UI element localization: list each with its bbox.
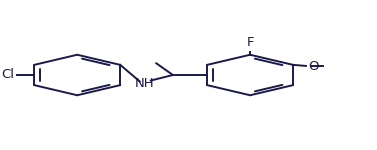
Text: Cl: Cl (1, 69, 14, 81)
Text: O: O (308, 60, 318, 73)
Text: F: F (246, 36, 254, 50)
Text: NH: NH (134, 77, 154, 90)
